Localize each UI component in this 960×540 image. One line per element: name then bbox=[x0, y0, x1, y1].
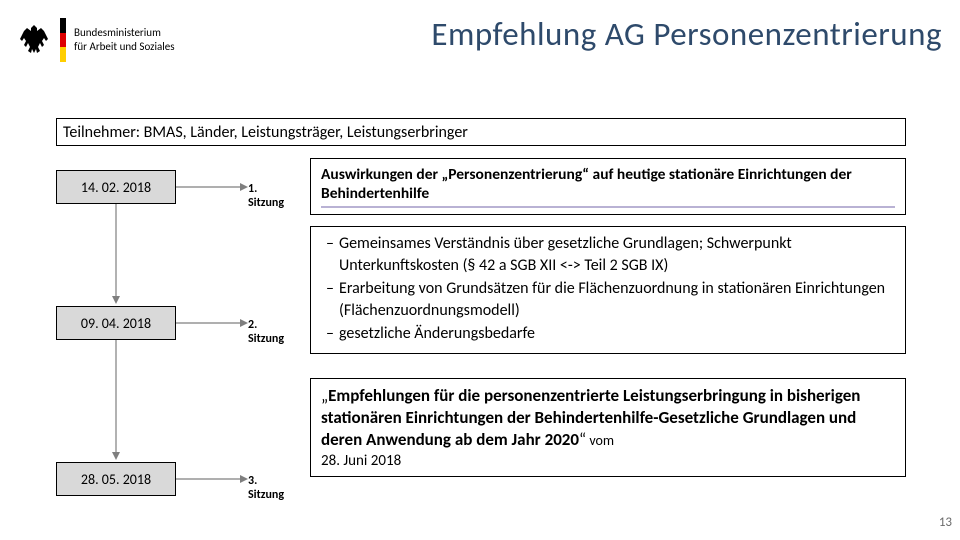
sitzung-label-2: 2. Sitzung bbox=[248, 318, 284, 346]
box3-quote: „Empfehlungen für die personenzentrierte… bbox=[321, 385, 895, 450]
eagle-icon bbox=[18, 23, 50, 57]
content-box-2: –Gemeinsames Verständnis über gesetzlich… bbox=[310, 226, 906, 354]
content-box-1: Auswirkungen der „Personenzentrierung“ a… bbox=[310, 158, 906, 215]
page-number: 13 bbox=[939, 515, 952, 530]
timeline-arrow-2 bbox=[109, 340, 123, 462]
date-box-1: 14. 02. 2018 bbox=[56, 170, 176, 204]
date-box-2: 09. 04. 2018 bbox=[56, 306, 176, 340]
participants-box: Teilnehmer: BMAS, Länder, Leistungsträge… bbox=[56, 118, 906, 146]
content-box-3: „Empfehlungen für die personenzentrierte… bbox=[310, 378, 906, 477]
date-box-3: 28. 05. 2018 bbox=[56, 462, 176, 496]
connector-2 bbox=[176, 306, 248, 340]
box3-date: 28. Juni 2018 bbox=[321, 452, 895, 470]
ministry-line2: für Arbeit und Soziales bbox=[74, 40, 175, 54]
ministry-line1: Bundesministerium bbox=[74, 26, 175, 40]
connector-3 bbox=[176, 462, 248, 496]
box2-item-2: –Erarbeitung von Grundsätzen für die Flä… bbox=[321, 278, 895, 321]
timeline-arrow-1 bbox=[109, 204, 123, 306]
box2-item-3: –gesetzliche Änderungsbedarfe bbox=[321, 323, 895, 345]
connector-1 bbox=[176, 170, 248, 204]
ministry-name: Bundesministerium für Arbeit und Soziale… bbox=[74, 26, 175, 54]
sitzung-label-1: 1. Sitzung bbox=[248, 182, 284, 210]
box1-title: Auswirkungen der „Personenzentrierung“ a… bbox=[321, 165, 895, 204]
box2-item-1: –Gemeinsames Verständnis über gesetzlich… bbox=[321, 233, 895, 276]
ministry-logo: Bundesministerium für Arbeit und Soziale… bbox=[18, 18, 175, 62]
slide-title: Empfehlung AG Personenzentrierung bbox=[431, 14, 942, 54]
germany-flag-icon bbox=[60, 18, 66, 62]
sitzung-label-3: 3. Sitzung bbox=[248, 474, 284, 502]
box1-underline bbox=[321, 206, 895, 208]
